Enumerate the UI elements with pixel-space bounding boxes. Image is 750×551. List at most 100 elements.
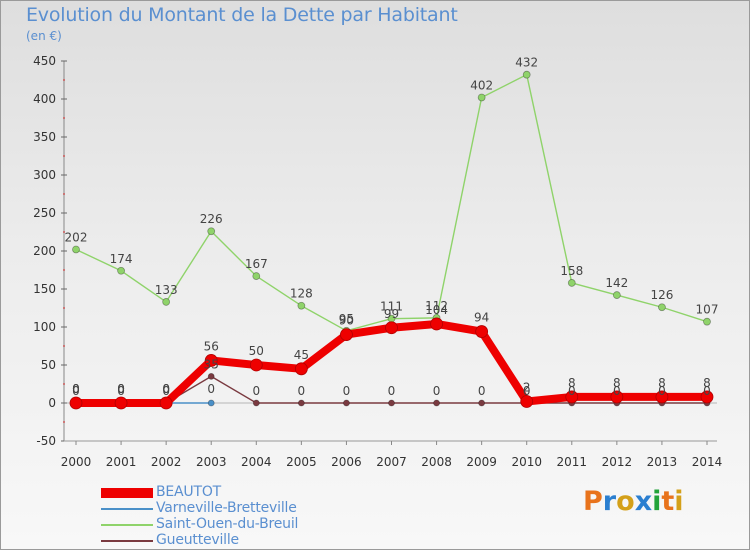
data-point	[655, 390, 669, 404]
data-label: 45	[294, 348, 309, 362]
data-point	[204, 354, 218, 367]
data-label: 99	[384, 307, 399, 321]
data-label: 8	[703, 376, 711, 390]
data-point	[700, 390, 714, 404]
x-tick-label: 2005	[286, 455, 317, 469]
data-label: 0	[207, 382, 215, 396]
chart-title: Evolution du Montant de la Dette par Hab…	[26, 4, 458, 26]
x-tick-label: 2013	[647, 455, 678, 469]
data-label: 0	[478, 384, 486, 398]
data-point	[477, 93, 486, 102]
x-tick-label: 2014	[692, 455, 723, 469]
x-tick-label: 2003	[196, 455, 227, 469]
data-point	[478, 399, 486, 407]
data-label: 0	[117, 384, 125, 398]
data-point	[117, 266, 125, 275]
data-label: 8	[613, 376, 621, 390]
data-label: 167	[245, 257, 268, 271]
data-label: 0	[117, 382, 125, 396]
y-tick-label: 350	[33, 130, 56, 144]
data-point	[385, 321, 398, 335]
data-point	[340, 328, 353, 342]
data-point	[433, 399, 440, 407]
x-tick-label: 2004	[241, 455, 272, 469]
data-label: 226	[200, 212, 223, 226]
data-label: 0	[162, 382, 170, 396]
data-label: 2	[523, 380, 531, 394]
data-label: 94	[474, 311, 489, 325]
legend-label: Saint-Ouen-du-Breuil	[156, 516, 299, 532]
x-tick-label: 2012	[602, 455, 633, 469]
data-point	[565, 390, 579, 404]
data-point	[610, 390, 624, 404]
x-tick-label: 2001	[106, 455, 137, 469]
legend-label: Gueutteville	[156, 532, 239, 548]
data-label: 0	[162, 382, 170, 396]
data-point	[207, 372, 215, 380]
x-tick-label: 2011	[557, 455, 588, 469]
data-label: 0	[252, 384, 260, 398]
data-label: 402	[470, 78, 493, 92]
y-tick-label: 450	[33, 54, 56, 68]
data-label: 158	[560, 264, 583, 278]
data-point	[249, 358, 263, 372]
chart-unit-label: (en €)	[26, 29, 62, 43]
x-tick-label: 2009	[466, 455, 497, 469]
data-label: 0	[162, 384, 170, 398]
y-tick-label: 150	[33, 282, 56, 296]
data-point	[430, 317, 443, 331]
x-tick-label: 2000	[61, 455, 92, 469]
logo-letter: i	[674, 486, 684, 517]
data-point	[475, 325, 489, 338]
x-tick-label: 2008	[421, 455, 452, 469]
y-tick-label: 0	[48, 396, 56, 410]
data-label: 0	[523, 384, 531, 398]
data-label: 126	[650, 288, 673, 302]
data-point	[69, 396, 83, 410]
data-point	[252, 272, 261, 280]
y-tick-label: -50	[36, 434, 56, 448]
data-label: 107	[696, 303, 719, 317]
data-point	[297, 301, 306, 310]
data-label: 0	[568, 384, 576, 398]
data-point	[162, 298, 171, 306]
data-point	[294, 362, 308, 376]
data-label: 0	[72, 382, 80, 396]
data-point	[114, 396, 128, 410]
y-tick-label: 50	[41, 358, 56, 372]
data-label: 90	[339, 314, 354, 328]
logo-letter: x	[634, 486, 653, 517]
data-label: 174	[110, 252, 133, 266]
data-label: 8	[568, 376, 576, 390]
data-label: 112	[425, 299, 448, 313]
data-label: 142	[605, 276, 628, 290]
legend-swatch	[101, 488, 153, 498]
data-label: 104	[425, 303, 448, 317]
legend-swatch	[101, 540, 153, 542]
data-point	[159, 396, 173, 410]
data-label: 0	[388, 384, 396, 398]
data-label: 111	[380, 300, 403, 314]
data-label: 0	[72, 382, 80, 396]
data-point	[703, 317, 711, 326]
data-point	[612, 291, 621, 299]
logo-letter: o	[616, 486, 635, 517]
data-label: 95	[339, 312, 354, 326]
data-label: 133	[155, 283, 178, 297]
data-point	[252, 399, 260, 407]
data-label: 0	[658, 384, 666, 398]
data-label: 202	[65, 230, 88, 244]
data-label: 0	[298, 384, 306, 398]
data-point	[72, 245, 80, 254]
y-tick-label: 200	[33, 244, 56, 258]
logo-letter: t	[661, 486, 675, 517]
data-label: 35	[204, 357, 219, 371]
data-label: 50	[249, 344, 264, 358]
legend-swatch	[101, 508, 153, 510]
logo-letter: P	[583, 486, 603, 517]
data-point	[207, 227, 216, 236]
y-tick-label: 100	[33, 320, 56, 334]
data-point	[567, 279, 576, 287]
